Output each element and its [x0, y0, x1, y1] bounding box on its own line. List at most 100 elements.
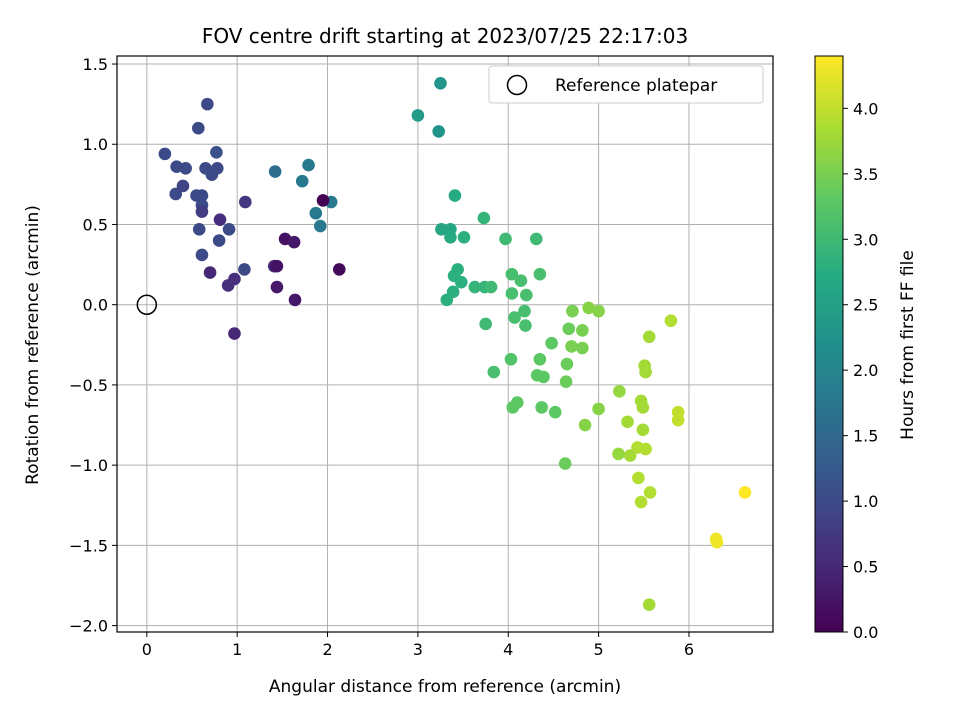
- data-point: [578, 418, 592, 432]
- data-point: [432, 125, 445, 138]
- data-point: [643, 486, 657, 499]
- data-point: [537, 370, 550, 384]
- colorbar-ticks: 0.0 0.5 1.0 1.5 2.0 2.5 3.0 3.5 4.0: [843, 99, 878, 642]
- colorbar: [814, 55, 844, 633]
- data-point: [505, 267, 519, 281]
- y-tick-label: 0.5: [83, 215, 108, 234]
- colorbar-tick-label: 4.0: [853, 99, 878, 118]
- data-point: [535, 401, 548, 414]
- data-point: [566, 304, 579, 318]
- data-point: [195, 189, 209, 202]
- data-point: [434, 76, 447, 90]
- colorbar-label: Hours from first FF file: [898, 250, 918, 440]
- data-point: [302, 158, 315, 172]
- data-point: [576, 341, 589, 355]
- data-point: [309, 206, 323, 220]
- data-point: [533, 267, 547, 281]
- data-point: [519, 319, 532, 332]
- data-point: [548, 405, 562, 419]
- y-axis-label: Rotation from reference (arcmin): [23, 205, 43, 485]
- x-tick-label: 2: [322, 640, 332, 659]
- chart-title: FOV centre drift starting at 2023/07/25 …: [202, 24, 688, 48]
- data-point: [195, 205, 209, 218]
- data-point: [192, 121, 205, 135]
- data-point: [314, 219, 327, 233]
- data-point: [632, 471, 645, 485]
- y-tick-label: 1.5: [83, 55, 108, 74]
- colorbar-tick-label: 0.0: [853, 623, 878, 642]
- data-point: [664, 314, 678, 328]
- colorbar-tick-label: 3.0: [853, 230, 878, 249]
- data-point: [205, 168, 219, 182]
- data-point: [592, 304, 605, 318]
- x-tick-label: 0: [142, 640, 152, 659]
- data-point: [169, 187, 183, 201]
- legend: Reference platepar: [488, 65, 764, 104]
- x-tick-label: 6: [684, 640, 694, 659]
- x-tick-label: 5: [594, 640, 604, 659]
- data-point: [499, 232, 512, 246]
- y-tick-label: −1.0: [69, 456, 108, 475]
- x-axis-label: Angular distance from reference (arcmin): [269, 677, 621, 697]
- data-point: [621, 415, 634, 429]
- reference-point: [136, 294, 158, 315]
- data-point: [228, 327, 241, 340]
- colorbar-tick-label: 2.5: [853, 296, 878, 315]
- data-point: [636, 423, 650, 437]
- x-axis-ticks: 0 1 2 3 4 5 6: [142, 632, 694, 659]
- y-tick-label: −2.0: [69, 617, 108, 636]
- data-point: [158, 147, 172, 161]
- data-point: [639, 365, 652, 379]
- legend-reference-marker: [506, 74, 528, 96]
- data-point: [562, 322, 576, 336]
- data-point: [444, 231, 457, 244]
- data-point: [212, 234, 226, 247]
- data-point: [559, 375, 573, 389]
- data-point: [582, 301, 595, 315]
- data-point: [529, 232, 543, 246]
- data-point: [505, 287, 519, 300]
- reference-marker: [136, 294, 158, 315]
- data-point: [454, 275, 468, 289]
- data-point: [451, 263, 464, 276]
- data-point: [192, 222, 206, 236]
- data-point: [270, 259, 284, 273]
- data-point: [435, 222, 448, 236]
- data-point: [533, 352, 547, 366]
- data-point: [514, 274, 528, 287]
- data-point: [268, 165, 282, 178]
- x-tick-label: 3: [413, 640, 423, 659]
- data-point: [222, 222, 236, 236]
- data-point: [520, 288, 533, 302]
- data-point: [504, 352, 518, 366]
- data-point: [213, 213, 227, 226]
- data-point: [642, 330, 656, 344]
- data-point: [238, 263, 251, 276]
- data-point: [295, 174, 309, 188]
- data-point: [592, 402, 605, 416]
- plot-frame: [116, 55, 774, 633]
- colorbar-tick-label: 1.0: [853, 492, 878, 511]
- y-tick-label: −1.5: [69, 536, 108, 555]
- data-point: [288, 293, 302, 307]
- data-point: [576, 324, 589, 337]
- data-point: [738, 486, 752, 499]
- data-point: [642, 598, 656, 612]
- colorbar-tick-label: 0.5: [853, 558, 878, 577]
- data-point: [487, 365, 501, 379]
- data-points: [158, 76, 752, 612]
- y-tick-label: 1.0: [83, 135, 108, 154]
- legend-box: [488, 65, 764, 104]
- data-point: [636, 401, 650, 414]
- data-point: [613, 385, 626, 398]
- data-point: [518, 304, 531, 318]
- x-tick-label: 1: [232, 640, 242, 659]
- data-point: [221, 279, 235, 292]
- data-point: [508, 311, 521, 324]
- data-point: [623, 449, 637, 462]
- data-point: [634, 495, 648, 509]
- y-tick-label: −0.5: [69, 376, 108, 395]
- data-point: [484, 280, 498, 294]
- data-point: [201, 97, 214, 111]
